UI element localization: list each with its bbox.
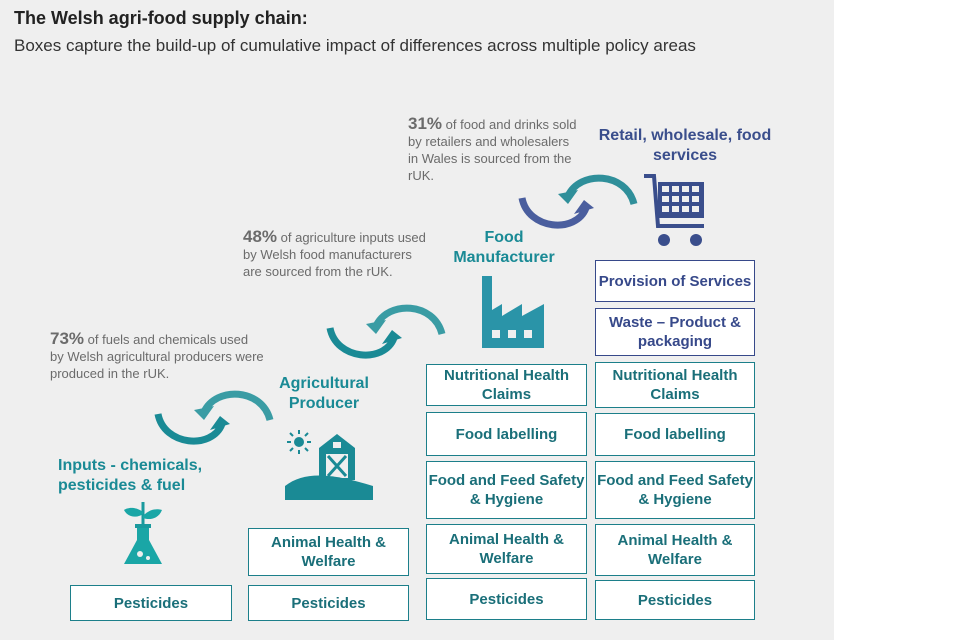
note-48-pct: 48% (243, 227, 278, 246)
box-col3-animal-health: Animal Health & Welfare (426, 524, 587, 574)
note-31-text: of food and drinks sold by retailers and… (408, 117, 577, 183)
stage-retail-label: Retail, wholesale, food services (598, 127, 772, 164)
box-col4-safety: Food and Feed Safety & Hygiene (595, 461, 755, 519)
box-col4-services: Provision of Services (595, 260, 755, 302)
note-48: 48% of agriculture inputs used by Welsh … (243, 228, 428, 280)
note-31: 31% of food and drinks sold by retailers… (408, 115, 578, 184)
diagram-subtitle: Boxes capture the build-up of cumulative… (14, 36, 696, 55)
note-73-text: of fuels and chemicals used by Welsh agr… (50, 332, 264, 381)
diagram-panel: The Welsh agri-food supply chain: Boxes … (0, 0, 834, 640)
box-col3-nutrition: Nutritional Health Claims (426, 364, 587, 406)
cycle-arrows-icon (518, 174, 638, 229)
stage-agri-label: Agricultural Producer (279, 375, 369, 412)
box-col4-pesticides: Pesticides (595, 580, 755, 620)
note-48-text: of agriculture inputs used by Welsh food… (243, 230, 426, 279)
barn-sun-icon (285, 430, 373, 500)
cycle-arrows-icon (326, 304, 446, 359)
stage-inputs-label: Inputs - chemicals, pesticides & fuel (58, 457, 203, 494)
box-col3-pesticides: Pesticides (426, 578, 587, 620)
factory-icon (482, 276, 544, 348)
box-col4-nutrition: Nutritional Health Claims (595, 362, 755, 408)
box-col1-pesticides: Pesticides (70, 585, 232, 621)
box-col3-safety: Food and Feed Safety & Hygiene (426, 461, 587, 519)
cycle-arrows-icon (154, 390, 274, 445)
shopping-cart-icon (644, 174, 704, 246)
note-31-pct: 31% (408, 114, 443, 133)
diagram-title: The Welsh agri-food supply chain: (14, 8, 308, 28)
box-col4-animal-health: Animal Health & Welfare (595, 524, 755, 576)
box-col3-labelling: Food labelling (426, 412, 587, 456)
box-col2-animal-health: Animal Health & Welfare (248, 528, 409, 576)
note-73: 73% of fuels and chemicals used by Welsh… (50, 330, 265, 382)
stage-manufacturer-label: Food Manufacturer (453, 229, 555, 266)
box-col2-pesticides: Pesticides (248, 585, 409, 621)
box-col4-labelling: Food labelling (595, 413, 755, 456)
note-73-pct: 73% (50, 329, 85, 348)
flask-plant-icon (124, 502, 162, 564)
box-col4-waste: Waste – Product & packaging (595, 308, 755, 356)
